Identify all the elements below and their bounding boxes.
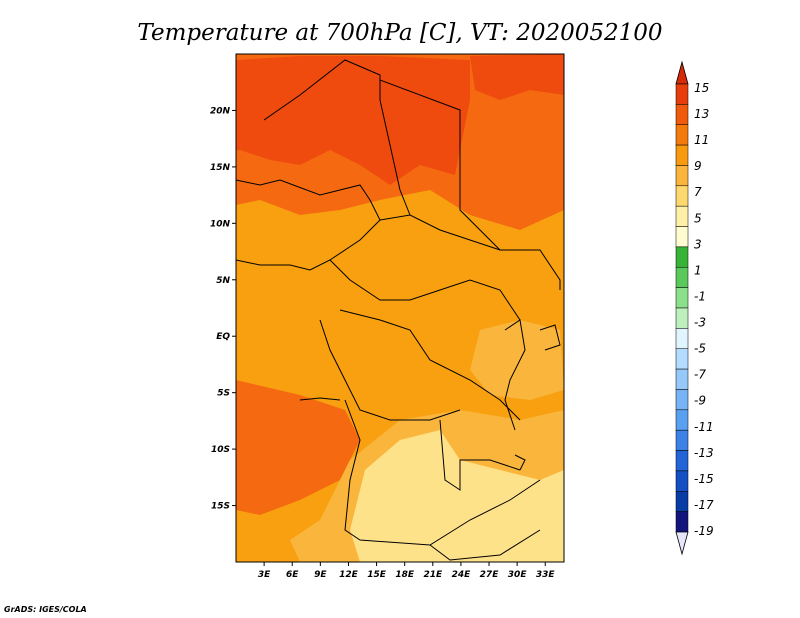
map-frame: [235, 53, 565, 563]
colorbar-label: -15: [694, 472, 714, 486]
lon-tick-label: 18E: [395, 570, 415, 580]
colorbar-swatch: [675, 205, 689, 227]
lon-tick-label: 12E: [339, 570, 359, 580]
temperature-field: [236, 54, 564, 562]
lon-tick-label: 15E: [367, 570, 387, 580]
colorbar-swatch: [675, 491, 689, 512]
lon-tick-label: 24E: [452, 570, 472, 580]
colorbar-label: 9: [694, 159, 702, 173]
colorbar-swatch: [675, 511, 689, 533]
colorbar-label: -13: [694, 446, 714, 460]
colorbar-swatch: [675, 144, 689, 166]
colorbar-label: 1: [694, 263, 702, 277]
colorbar-swatch: [675, 124, 689, 146]
lat-tick-label: 15S: [211, 502, 230, 512]
colorbar-swatch: [675, 368, 689, 390]
colorbar-label: 11: [694, 133, 709, 147]
colorbar-legend: 15 13 11 9 7 5 3 1 -1 -3 -5 -7 -9 -11 -13 -15 -17 -19: [675, 60, 714, 556]
field-region-east-7-9: [470, 320, 564, 400]
colorbar-swatch: [675, 165, 689, 187]
lon-tick-label: 27E: [480, 570, 500, 580]
lat-tick-label: 5S: [217, 389, 230, 399]
colorbar-swatch: [675, 267, 689, 288]
colorbar-label: -5: [694, 342, 706, 356]
colorbar-swatch: [675, 328, 689, 349]
colorbar-swatch: [675, 307, 689, 329]
field-region-northeast-13-15: [470, 54, 564, 100]
colorbar-swatch: [675, 185, 689, 207]
colorbar-label: -11: [694, 420, 714, 434]
colorbar-label: -19: [694, 524, 714, 538]
credit-text: GrADS: IGES/COLA: [4, 605, 87, 614]
colorbar-swatch: [675, 409, 689, 431]
lon-tick-label: 21E: [423, 570, 443, 580]
colorbar-swatch: [675, 470, 689, 492]
lon-tick-label: 9E: [314, 570, 327, 580]
lat-tick-label: 5N: [216, 276, 230, 286]
colorbar-swatch: [675, 429, 689, 451]
lon-tick-label: 33E: [536, 570, 556, 580]
lat-tick-label: EQ: [216, 332, 230, 342]
lat-tick-label: 20N: [210, 106, 231, 116]
lat-tick-label: 10S: [211, 445, 230, 455]
colorbar-swatch: [675, 83, 689, 105]
colorbar-label: -7: [694, 368, 706, 382]
field-region-southwest-11-13: [236, 380, 360, 515]
colorbar-label: 13: [694, 107, 709, 121]
colorbar-label: 15: [694, 81, 709, 95]
lon-tick-label: 3E: [258, 570, 271, 580]
colorbar-label: 5: [694, 211, 702, 225]
lon-tick-label: 6E: [286, 570, 299, 580]
map-title: Temperature at 700hPa [C], VT: 202005210…: [137, 20, 662, 46]
colorbar-top-arrow: [675, 60, 689, 85]
field-region-kalahari-5-7: [350, 430, 564, 562]
colorbar-swatch: [675, 450, 689, 472]
longitude-axis: 3E 6E 9E 12E 15E 18E 21E 24E 27E 30E 33E: [258, 562, 556, 580]
field-region-sahel-13-15: [236, 56, 470, 185]
lon-tick-label: 30E: [508, 570, 528, 580]
colorbar-swatch: [675, 348, 689, 370]
lat-tick-label: 10N: [210, 219, 231, 229]
latitude-axis: 20N 15N 10N 5N EQ 5S 10S 15S: [210, 106, 236, 512]
colorbar-label: 7: [694, 185, 702, 199]
colorbar-label: -17: [694, 498, 714, 512]
country-borders: [236, 59, 561, 561]
colorbar-label: -3: [694, 316, 706, 330]
colorbar-swatch: [675, 226, 689, 248]
colorbar-label: 3: [694, 237, 702, 251]
colorbar-swatch: [675, 246, 689, 268]
colorbar-swatch: [675, 104, 689, 125]
colorbar-label: -9: [694, 394, 706, 408]
colorbar-swatch: [675, 287, 689, 309]
lat-tick-label: 15N: [210, 163, 231, 173]
colorbar-label: -1: [694, 289, 706, 303]
colorbar-bottom-arrow: [675, 531, 689, 556]
colorbar-swatch: [675, 389, 689, 411]
